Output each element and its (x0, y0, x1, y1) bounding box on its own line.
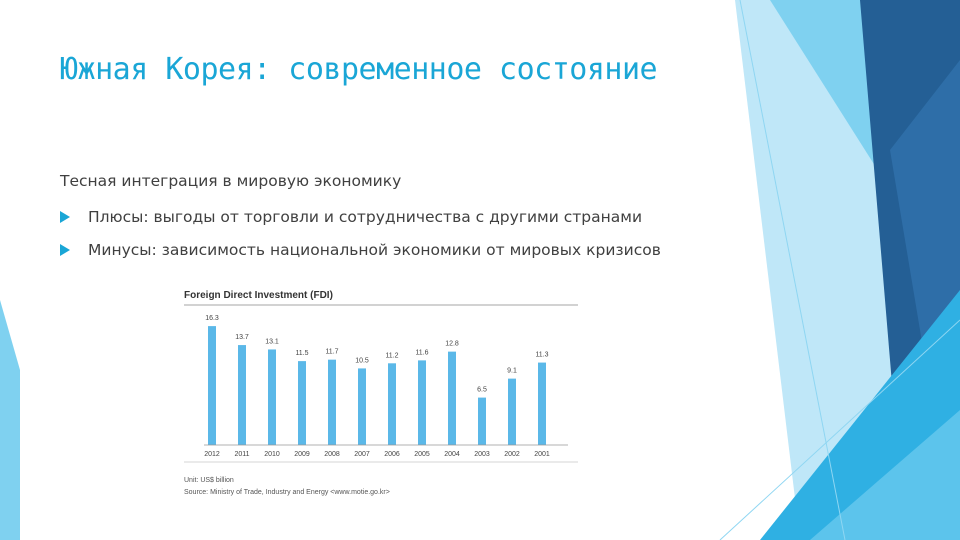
bar-2011 (238, 345, 246, 445)
bar-2009 (298, 361, 306, 445)
data-label-2010: 13.1 (265, 338, 279, 345)
chart-source-note: Source: Ministry of Trade, Industry and … (184, 489, 390, 496)
bullet-text: Минусы: зависимость национальной экономи… (88, 241, 661, 259)
chart-title: Foreign Direct Investment (FDI) (184, 290, 333, 301)
deco-line (719, 319, 960, 540)
bar-2006 (388, 363, 396, 445)
x-tick-2012: 2012 (204, 451, 220, 458)
bar-2005 (418, 360, 426, 445)
bar-2007 (358, 368, 366, 445)
chart-unit-note: Unit: US$ billion (184, 477, 234, 484)
x-tick-2011: 2011 (234, 451, 249, 458)
data-label-2004: 12.8 (445, 341, 459, 348)
bar-2012 (208, 326, 216, 445)
bar-2003 (478, 397, 486, 445)
bar-2010 (268, 349, 276, 445)
x-tick-2005: 2005 (414, 451, 430, 458)
deco-line (739, 0, 846, 540)
deco-shape-lower (810, 410, 960, 540)
data-label-2009: 11.5 (295, 350, 308, 357)
x-tick-2008: 2008 (324, 451, 340, 458)
x-tick-2004: 2004 (444, 451, 460, 458)
data-label-2012: 16.3 (205, 315, 219, 322)
fdi-bar-chart: Foreign Direct Investment (FDI) 16.3 2012… (184, 290, 578, 496)
bullet-text: Плюсы: выгоды от торговли и сотрудничест… (88, 208, 643, 226)
arrow-bullet-icon (60, 244, 70, 256)
x-tick-2010: 2010 (264, 451, 280, 458)
deco-left-shape (0, 300, 20, 540)
data-label-2001: 11.3 (535, 352, 548, 359)
data-label-2003: 6.5 (477, 387, 487, 394)
slide-title: Южная Корея: современное состояние (60, 52, 658, 87)
bar-2002 (508, 378, 516, 445)
x-tick-2007: 2007 (354, 451, 370, 458)
arrow-bullet-icon (60, 211, 70, 223)
deco-shape-dark (890, 60, 960, 360)
x-tick-2002: 2002 (504, 451, 520, 458)
x-tick-2009: 2009 (294, 451, 310, 458)
data-label-2011: 13.7 (235, 334, 249, 341)
bar-2004 (448, 351, 456, 445)
bar-2001 (538, 362, 546, 445)
x-tick-2001: 2001 (534, 451, 550, 458)
data-label-2005: 11.6 (415, 349, 428, 356)
bar-2008 (328, 359, 336, 445)
x-tick-2006: 2006 (384, 451, 400, 458)
data-label-2008: 11.7 (325, 349, 338, 356)
data-label-2006: 11.2 (385, 352, 398, 359)
slide-subtitle: Тесная интеграция в мировую экономику (60, 172, 402, 190)
data-label-2007: 10.5 (355, 357, 369, 364)
x-tick-2003: 2003 (474, 451, 490, 458)
data-label-2002: 9.1 (507, 368, 517, 375)
